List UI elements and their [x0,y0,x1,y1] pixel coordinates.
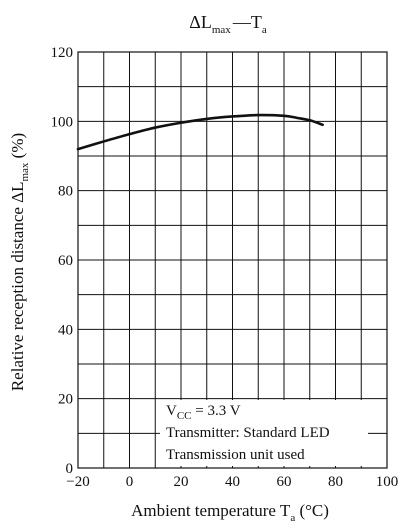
annotation-background [160,400,368,466]
x-tick-label: −20 [66,474,89,490]
x-tick-label: 100 [376,474,399,490]
chart-title: ΔLmax —Ta [189,12,267,36]
y-axis-title: Relative reception distance ΔLmax (%) [8,133,31,391]
y-tick-label: 20 [58,392,73,408]
x-tick-label: 60 [277,474,292,490]
y-tick-label: 40 [58,322,73,338]
y-tick-label: 100 [51,114,74,130]
y-tick-label: 120 [51,45,74,61]
x-tick-label: 0 [126,474,134,490]
x-tick-label: 40 [225,474,240,490]
series [76,113,324,151]
annotation-transmitter: Transmitter: Standard LED [166,425,330,441]
grid [77,51,388,469]
series-line [76,113,324,151]
plot-frame [77,51,388,469]
x-tick-label: 20 [174,474,189,490]
annotation-unit: Transmission unit used [166,447,305,463]
x-tick-label: 80 [328,474,343,490]
y-tick-label: 80 [58,184,73,200]
y-tick-label: 60 [58,253,73,269]
annotation-vcc: VCC = 3.3 V [166,403,241,422]
y-tick-label: 0 [66,461,74,477]
x-axis-title: Ambient temperature Ta (°C) [131,501,329,524]
